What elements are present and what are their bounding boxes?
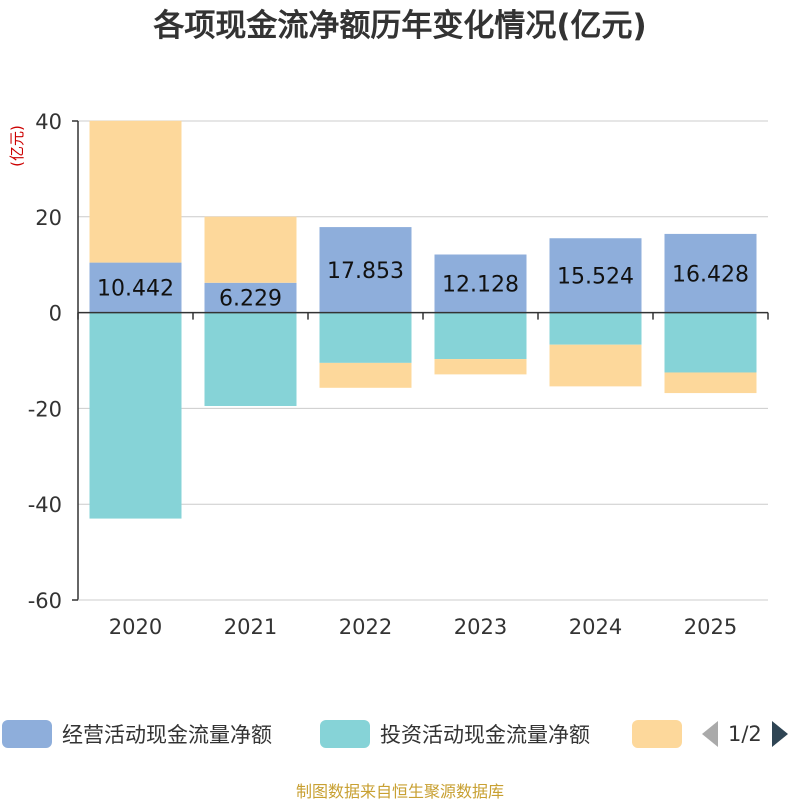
data-label-2024: 15.524	[557, 264, 634, 289]
x-tick-label-2021: 2021	[224, 615, 277, 639]
legend-item-investing[interactable]: 投资活动现金流量净额	[320, 716, 590, 752]
bar-s2-2020	[89, 120, 182, 263]
data-label-2022: 17.853	[327, 259, 404, 284]
bar-s0-2025	[664, 233, 757, 313]
x-tick-label-2023: 2023	[454, 615, 507, 639]
bar-s2-2023	[434, 359, 527, 375]
data-label-2020: 10.442	[97, 277, 174, 302]
data-label-2025: 16.428	[672, 262, 749, 287]
bar-s1-2024	[549, 312, 642, 345]
legend-label-investing: 投资活动现金流量净额	[380, 723, 590, 747]
bar-s1-2020	[89, 312, 182, 519]
legend-pager: 1/2	[700, 716, 790, 752]
y-tick-label--20: -20	[28, 397, 62, 421]
prev-page-icon[interactable]	[700, 719, 720, 749]
x-tick-label-2020: 2020	[109, 615, 162, 639]
data-label-2021: 6.229	[219, 287, 282, 312]
bar-s0-2022	[319, 227, 412, 313]
bar-s0-2024	[549, 238, 642, 313]
bar-s1-2021	[204, 312, 297, 407]
bar-s0-2020	[89, 262, 182, 313]
x-tick-label-2025: 2025	[684, 615, 737, 639]
data-label-2023: 12.128	[442, 273, 519, 298]
legend-item-operating[interactable]: 经营活动现金流量净额	[2, 716, 272, 752]
bar-s2-2024	[549, 344, 642, 387]
x-tick-label-2024: 2024	[569, 615, 622, 639]
bar-s2-2025	[664, 372, 757, 394]
legend-swatch-operating	[2, 720, 52, 748]
footer-source: 制图数据来自恒生聚源数据库	[295, 782, 504, 801]
legend-label-operating: 经营活动现金流量净额	[62, 723, 272, 747]
bar-s2-2021	[204, 216, 297, 283]
bar-s0-2023	[434, 254, 527, 313]
y-tick-label--60: -60	[28, 589, 62, 613]
next-page-icon[interactable]	[770, 719, 790, 749]
bar-s1-2023	[434, 312, 527, 360]
page-indicator: 1/2	[728, 722, 762, 746]
y-tick-label--40: -40	[28, 493, 62, 517]
legend-swatch-investing	[320, 720, 370, 748]
bar-s2-2022	[319, 362, 412, 388]
x-tick-label-2022: 2022	[339, 615, 392, 639]
legend: 经营活动现金流量净额 投资活动现金流量净额 1/2	[0, 716, 800, 756]
y-tick-label-0: 0	[49, 302, 62, 326]
legend-swatch-financing	[632, 720, 682, 748]
y-tick-label-40: 40	[35, 110, 62, 134]
y-tick-label-20: 20	[35, 206, 62, 230]
bar-s1-2022	[319, 312, 412, 363]
y-axis-label: (亿元)	[8, 125, 26, 167]
chart-title: 各项现金流净额历年变化情况(亿元)	[153, 8, 647, 44]
chart-plot: 40 20 0 -20 -40 -60 (亿元) 10.442 6.229 17.853 12.12…	[8, 110, 769, 639]
bar-s1-2025	[664, 312, 757, 373]
bar-s0-2021	[204, 282, 297, 313]
legend-item-financing[interactable]	[632, 716, 692, 752]
